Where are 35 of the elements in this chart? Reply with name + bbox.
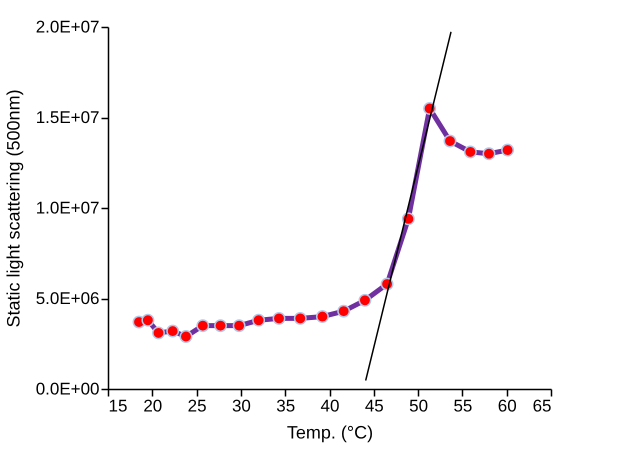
point — [482, 147, 496, 160]
y-tick-label: 5.0E+06 — [36, 289, 100, 308]
point — [180, 330, 192, 343]
y-tick-label: 1.0E+07 — [36, 198, 100, 218]
x-tick-label: 25 — [188, 396, 207, 416]
point — [337, 304, 350, 318]
point — [272, 312, 286, 325]
x-tick-label: 45 — [364, 396, 384, 416]
point — [152, 326, 165, 340]
x-tick-label: 20 — [143, 396, 162, 416]
x-tick-label: 30 — [232, 396, 251, 416]
point — [141, 314, 154, 327]
y-tick-label: 2.0E+07 — [36, 18, 100, 36]
point — [444, 134, 456, 148]
point — [316, 310, 329, 324]
x-tick-label: 60 — [498, 396, 517, 416]
x-tick-label: 15 — [108, 396, 128, 416]
x-axis-title: Temp. (°C) — [286, 422, 374, 442]
x-tick-label: 50 — [409, 396, 428, 416]
y-tick-label: 0.0E+00 — [36, 380, 100, 398]
x-tick-label: 35 — [276, 396, 296, 416]
point — [252, 314, 266, 327]
point — [501, 144, 514, 157]
x-tick-label: 40 — [320, 396, 340, 416]
point — [196, 319, 210, 332]
x-tick-label: 55 — [453, 396, 472, 416]
y-tick-label: 1.5E+07 — [36, 108, 100, 127]
point — [232, 319, 246, 332]
point — [166, 324, 180, 338]
point — [214, 319, 227, 332]
point — [294, 312, 307, 325]
point — [464, 145, 477, 158]
x-tick-label: 65 — [532, 396, 552, 416]
point — [358, 294, 372, 307]
y-axis-title: Static light scattering (500nm) — [4, 89, 24, 328]
